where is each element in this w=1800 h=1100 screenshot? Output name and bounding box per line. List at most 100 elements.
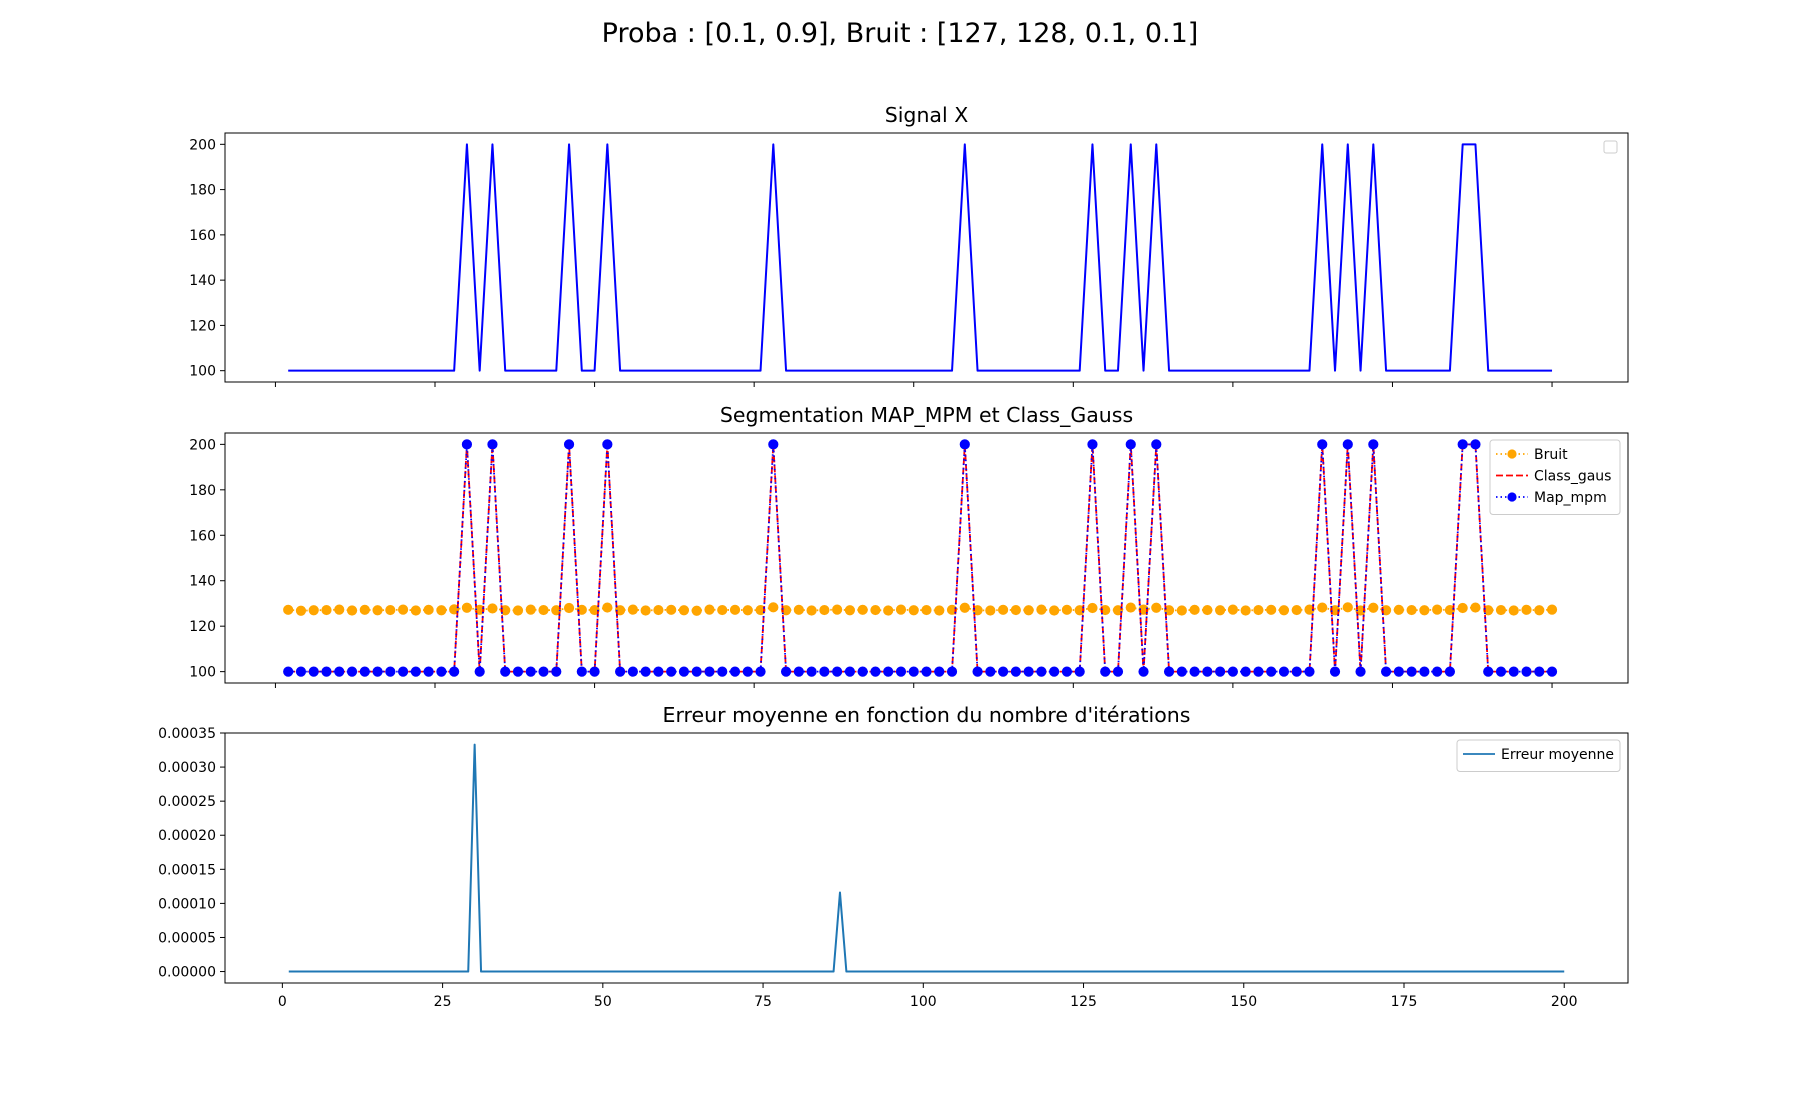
panel-error: Erreur moyenne en fonction du nombre d'i… [158,703,1629,1010]
y-tick-label: 0.00010 [158,896,216,912]
data-point [1112,605,1124,616]
data-point [883,666,894,677]
data-point [768,602,779,613]
data-point [602,602,613,613]
y-tick-label: 0.00000 [158,965,216,981]
data-point [1049,666,1060,677]
data-point [704,604,715,615]
data-point [410,605,421,616]
x-tick-label: 150 [1230,994,1257,1010]
data-point [1253,666,1264,677]
data-point [500,605,511,616]
data-point [551,666,562,677]
data-point [589,604,600,616]
data-point [1508,666,1519,677]
data-point [1495,666,1507,677]
data-point [321,604,332,616]
data-point [449,604,460,615]
data-point [691,605,702,616]
data-point [1125,439,1136,450]
data-point [1278,605,1290,616]
data-point [1163,605,1175,616]
data-point [640,666,651,677]
data-point [1189,604,1200,615]
data-point [1291,666,1302,677]
axes-frame [224,732,1629,984]
data-point [921,666,932,677]
data-point [602,439,613,450]
data-point [959,439,970,450]
data-point [359,604,370,615]
data-point [1419,605,1430,616]
data-point [308,666,319,677]
data-point [985,666,996,677]
axes-title: Erreur moyenne en fonction du nombre d'i… [663,703,1191,727]
data-point [397,666,409,677]
data-point [908,605,919,616]
data-point [1202,666,1213,677]
data-point [883,605,894,616]
y-tick-label: 0.00020 [158,828,216,844]
data-point [806,605,817,616]
data-point [691,666,702,677]
data-point [1023,666,1034,677]
data-point [1112,666,1124,677]
data-point [1546,666,1558,677]
data-point [295,605,307,616]
data-point [1240,666,1251,677]
data-point [295,666,307,677]
y-tick-label: 160 [189,228,216,244]
data-point [538,604,549,616]
data-point [487,603,498,614]
data-point [1457,602,1468,614]
data-point [474,604,485,615]
data-point [1163,666,1175,677]
data-point [1329,666,1341,677]
panel-segmentation: Segmentation MAP_MPM et Class_Gauss 100 12… [189,403,1629,688]
data-point [615,605,626,616]
data-point [870,604,881,616]
data-point [1304,604,1315,615]
figure-suptitle: Proba : [0.1, 0.9], Bruit : [127, 128, 0… [602,18,1199,49]
x-tick-label: 100 [910,994,937,1010]
data-point [832,604,843,615]
data-point [1329,605,1341,616]
y-tick-label: 0.00035 [158,726,216,742]
y-tick-label: 160 [189,528,216,544]
data-point [1151,439,1162,450]
data-point [1483,666,1494,677]
data-point [768,439,779,450]
data-point [1125,602,1136,613]
axes-frame [224,432,1629,684]
y-tick-label: 180 [189,183,216,199]
data-point [1138,666,1149,677]
data-point [819,604,830,616]
axes-frame [224,132,1629,383]
data-point [1419,666,1430,677]
data-point [946,666,958,677]
legend-box [1489,439,1621,515]
x-tick-label: 25 [434,994,452,1010]
data-point [1508,605,1519,616]
data-point [525,666,536,677]
legend-box [1603,140,1618,154]
data-point [525,604,536,615]
data-point [1380,605,1392,616]
y-tick-label: 140 [189,574,216,590]
data-point [1432,666,1443,677]
data-point [461,439,473,450]
axes-title: Segmentation MAP_MPM et Class_Gauss [720,403,1133,428]
data-point [1010,666,1021,677]
data-point [423,604,434,615]
x-tick-label: 0 [278,994,287,1010]
y-tick-label: 200 [189,137,216,153]
data-point [1470,439,1481,450]
data-point [780,666,792,677]
data-point [678,605,690,616]
data-point [857,604,868,615]
data-point [1010,604,1021,616]
x-tick-label: 50 [594,994,612,1010]
legend-label: Class_gaus [1534,469,1611,485]
data-point [321,666,332,677]
data-point [793,604,804,615]
